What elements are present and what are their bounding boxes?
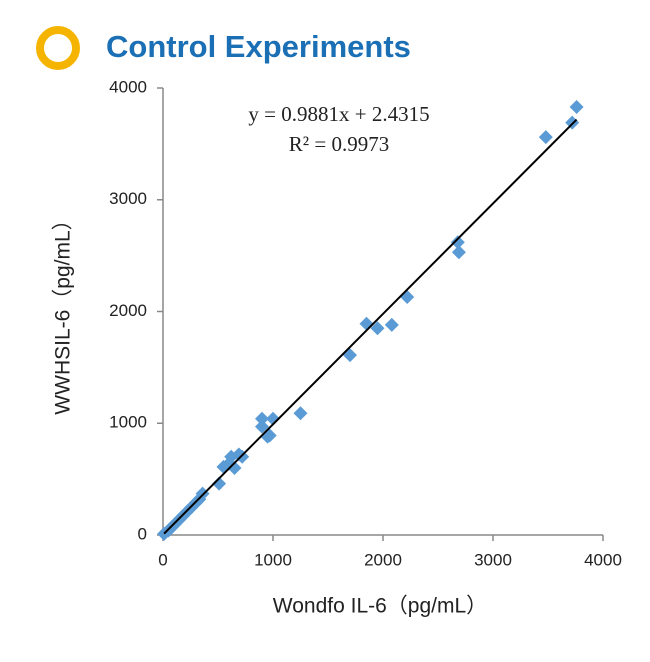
x-tick-label: 2000 bbox=[364, 550, 402, 569]
y-tick-label: 0 bbox=[138, 524, 147, 543]
point bbox=[569, 99, 584, 114]
x-axis-title: Wondfo IL-6（pg/mL） bbox=[273, 595, 487, 618]
title-icon bbox=[36, 26, 80, 70]
point bbox=[370, 321, 385, 336]
y-tick-label: 2000 bbox=[109, 301, 147, 320]
x-tick-label: 1000 bbox=[254, 550, 292, 569]
point bbox=[293, 406, 308, 421]
y-tick-label: 3000 bbox=[109, 189, 147, 208]
point bbox=[343, 348, 357, 363]
point bbox=[451, 245, 466, 260]
chart-title: Control Experiments bbox=[106, 29, 411, 64]
y-axis-title: WWHSIL-6（pg/mL） bbox=[52, 209, 75, 414]
point bbox=[450, 235, 465, 250]
r-squared: R² = 0.9973 bbox=[289, 132, 389, 156]
point bbox=[538, 130, 553, 145]
trendline bbox=[163, 118, 578, 535]
y-tick-label: 1000 bbox=[109, 413, 147, 432]
point bbox=[235, 449, 250, 464]
x-tick-label: 3000 bbox=[474, 550, 512, 569]
x-tick-label: 4000 bbox=[584, 550, 622, 569]
point bbox=[227, 460, 242, 475]
x-tick-label: 0 bbox=[158, 550, 167, 569]
y-tick-label: 4000 bbox=[109, 77, 147, 96]
equation: y = 0.9881x + 2.4315 bbox=[248, 102, 429, 126]
point bbox=[400, 289, 415, 304]
point bbox=[266, 411, 280, 426]
point bbox=[384, 317, 399, 332]
point bbox=[255, 419, 269, 434]
point bbox=[255, 411, 269, 426]
point bbox=[212, 476, 227, 491]
